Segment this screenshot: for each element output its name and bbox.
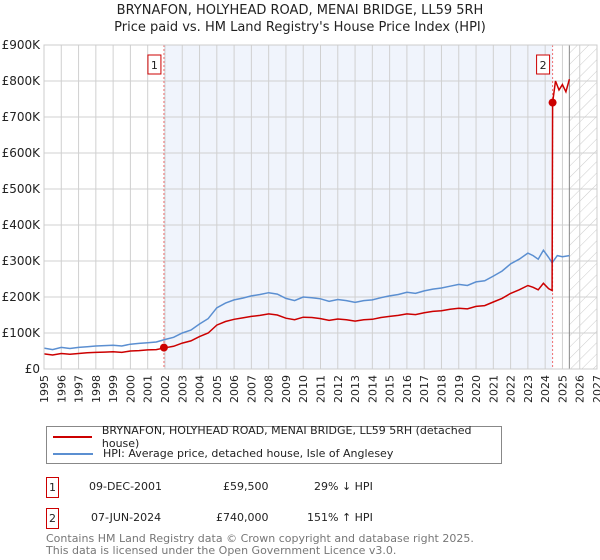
x-tick-label: 2019	[453, 375, 466, 403]
plot-border	[43, 44, 598, 370]
sale-label-number: 2	[540, 59, 547, 72]
property-price-line	[43, 78, 571, 356]
x-tick-label: 2018	[435, 375, 448, 403]
x-tick-label: 2003	[176, 375, 189, 403]
footer-licence: This data is licensed under the Open Gov…	[46, 544, 397, 557]
x-tick-label: 2024	[539, 375, 552, 403]
x-tick-label: 2023	[522, 375, 535, 403]
y-tick-label: £900K	[2, 38, 42, 52]
x-tick-label: 2026	[574, 375, 587, 403]
legend-label-property: BRYNAFON, HOLYHEAD ROAD, MENAI BRIDGE, L…	[101, 423, 472, 450]
legend-swatch-red	[53, 435, 92, 438]
x-tick-label: 2006	[228, 375, 241, 403]
x-tick-label: 1996	[55, 375, 68, 403]
y-tick-label: £300K	[2, 254, 42, 268]
x-tick-label: 2004	[194, 375, 207, 403]
sale-label-box	[536, 54, 551, 75]
y-tick-label: £100K	[2, 326, 42, 340]
x-tick-label: 2017	[418, 375, 431, 403]
footer-copyright: Contains HM Land Registry data © Crown c…	[46, 532, 474, 545]
x-tick-label: 2025	[556, 375, 569, 403]
x-tick-label: 2000	[124, 375, 137, 403]
x-tick-label: 2007	[245, 375, 258, 403]
x-tick-label: 1995	[38, 375, 51, 403]
x-tick-label: 1999	[107, 375, 120, 403]
y-tick-label: £500K	[2, 182, 42, 196]
x-tick-label: 2014	[366, 375, 379, 403]
y-tick-label: £700K	[2, 110, 42, 124]
sale-date: 07-JUN-2024	[91, 511, 162, 524]
y-tick-label: £200K	[2, 290, 42, 304]
x-tick-label: 2011	[315, 375, 328, 403]
legend-item-hpi: HPI: Average price, detached house, Isle…	[53, 445, 393, 462]
sale-row-2: 2 07-JUN-2024 £740,000 151% ↑ HPI	[46, 508, 446, 529]
legend-item-property: BRYNAFON, HOLYHEAD ROAD, MENAI BRIDGE, L…	[53, 424, 501, 450]
sale-point	[548, 98, 557, 107]
hpi-line	[43, 248, 570, 351]
forecast-hatch	[569, 45, 597, 369]
x-tick-label: 2009	[280, 375, 293, 403]
x-tick-label: 2016	[401, 375, 414, 403]
y-tick-label: £600K	[2, 146, 42, 160]
chart-subtitle: Price paid vs. HM Land Registry's House …	[114, 20, 486, 35]
y-tick-label: £800K	[2, 74, 42, 88]
sale-row-1: 1 09-DEC-2001 £59,500 29% ↓ HPI	[46, 477, 446, 498]
sale-hpi-diff: 29% ↓ HPI	[314, 480, 373, 493]
legend: BRYNAFON, HOLYHEAD ROAD, MENAI BRIDGE, L…	[46, 424, 502, 464]
x-tick-label: 1998	[90, 375, 103, 403]
x-tick-label: 2008	[263, 375, 276, 403]
sale-label-box	[147, 54, 162, 75]
x-tick-label: 2010	[297, 375, 310, 403]
sale-label-number: 1	[151, 59, 158, 72]
x-tick-label: 2005	[211, 375, 224, 403]
sale-point	[159, 343, 168, 352]
price-chart: 1995 1996 1997 1998 1999 2000 2001 2002 2003 2004…	[2, 38, 600, 403]
x-tick-label: 2001	[142, 375, 155, 403]
sale-hpi-diff: 151% ↑ HPI	[307, 511, 373, 524]
x-tick-label: 1997	[73, 375, 86, 403]
sale-date: 09-DEC-2001	[89, 480, 163, 493]
ownership-shading	[163, 45, 553, 369]
sale-price: £59,500	[223, 480, 269, 493]
x-tick-label: 2020	[470, 375, 483, 403]
x-tick-label: 2027	[591, 375, 600, 403]
y-tick-label: £400K	[2, 218, 42, 232]
legend-swatch-blue	[53, 452, 93, 455]
sale-price: £740,000	[216, 511, 269, 524]
x-tick-label: 2022	[505, 375, 518, 403]
x-tick-label: 2013	[349, 375, 362, 403]
chart-title: BRYNAFON, HOLYHEAD ROAD, MENAI BRIDGE, L…	[116, 3, 484, 18]
x-tick-label: 2012	[332, 375, 345, 403]
x-tick-label: 2015	[384, 375, 397, 403]
x-tick-label: 2021	[487, 375, 500, 403]
x-tick-label: 2002	[159, 375, 172, 403]
legend-label-hpi: HPI: Average price, detached house, Isle…	[103, 447, 394, 460]
sale-badge: 1	[46, 477, 59, 498]
sale-badge: 2	[46, 508, 59, 529]
y-tick-label: £0	[25, 362, 40, 376]
